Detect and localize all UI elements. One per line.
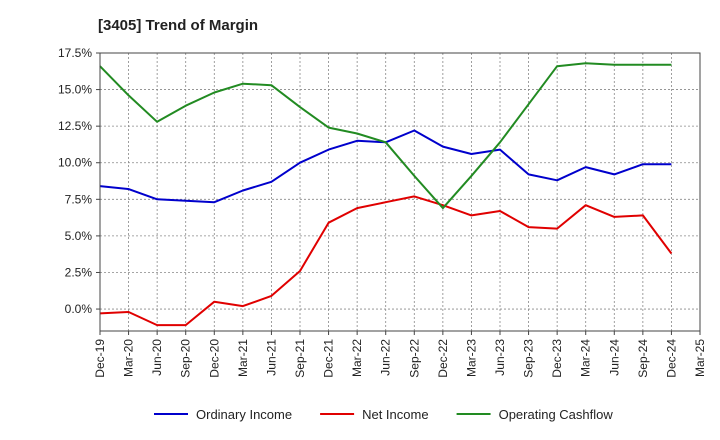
x-tick-label: Dec-24	[664, 339, 678, 378]
x-tick-label: Dec-21	[322, 339, 336, 378]
y-tick-label: 10.0%	[58, 156, 92, 170]
x-tick-label: Jun-23	[493, 339, 507, 376]
x-tick-label: Dec-19	[93, 339, 107, 378]
series-line-1	[99, 195, 673, 327]
x-tick-label: Sep-24	[636, 339, 650, 378]
legend: Ordinary Income Net Income Operating Cashf…	[154, 407, 613, 422]
x-tick-label: Mar-24	[579, 339, 593, 377]
y-tick-label: 7.5%	[65, 192, 93, 206]
y-tick-label: 2.5%	[65, 265, 93, 279]
x-tick-label: Mar-21	[236, 339, 250, 377]
x-tick-label: Sep-20	[179, 339, 193, 378]
x-tick-label: Sep-21	[293, 339, 307, 378]
x-tick-label: Dec-20	[207, 339, 221, 378]
series-lines	[99, 62, 673, 327]
legend-label-2: Operating Cashflow	[499, 407, 614, 422]
x-tick-label: Jun-21	[264, 339, 278, 376]
grid	[99, 52, 701, 331]
x-tick-label: Mar-22	[350, 339, 364, 377]
y-axis-ticks: 17.5% 15.0% 12.5% 10.0% 7.5% 5.0% 2.5% 0.0%	[58, 46, 100, 316]
x-axis-ticks: Dec-19 Mar-20 Jun-20 Sep-20 Dec-20 Mar-21 Jun-…	[93, 331, 707, 378]
y-tick-label: 17.5%	[58, 46, 92, 60]
y-tick-label: 12.5%	[58, 119, 92, 133]
chart-title: [3405] Trend of Margin	[98, 17, 258, 34]
x-tick-label: Mar-20	[122, 339, 136, 377]
legend-label-0: Ordinary Income	[196, 407, 292, 422]
legend-label-1: Net Income	[362, 407, 428, 422]
x-tick-label: Dec-23	[550, 339, 564, 378]
y-tick-label: 15.0%	[58, 83, 92, 97]
plot-frame	[99, 52, 701, 332]
y-tick-label: 5.0%	[65, 229, 93, 243]
x-tick-label: Mar-25	[693, 339, 707, 377]
x-tick-label: Sep-22	[407, 339, 421, 378]
x-tick-label: Mar-23	[464, 339, 478, 377]
series-line-2	[99, 62, 672, 210]
x-tick-label: Jun-24	[607, 339, 621, 376]
x-tick-label: Jun-20	[150, 339, 164, 376]
x-tick-label: Sep-23	[522, 339, 536, 378]
y-tick-label: 0.0%	[65, 302, 93, 316]
x-tick-label: Jun-22	[379, 339, 393, 376]
x-tick-label: Dec-22	[436, 339, 450, 378]
